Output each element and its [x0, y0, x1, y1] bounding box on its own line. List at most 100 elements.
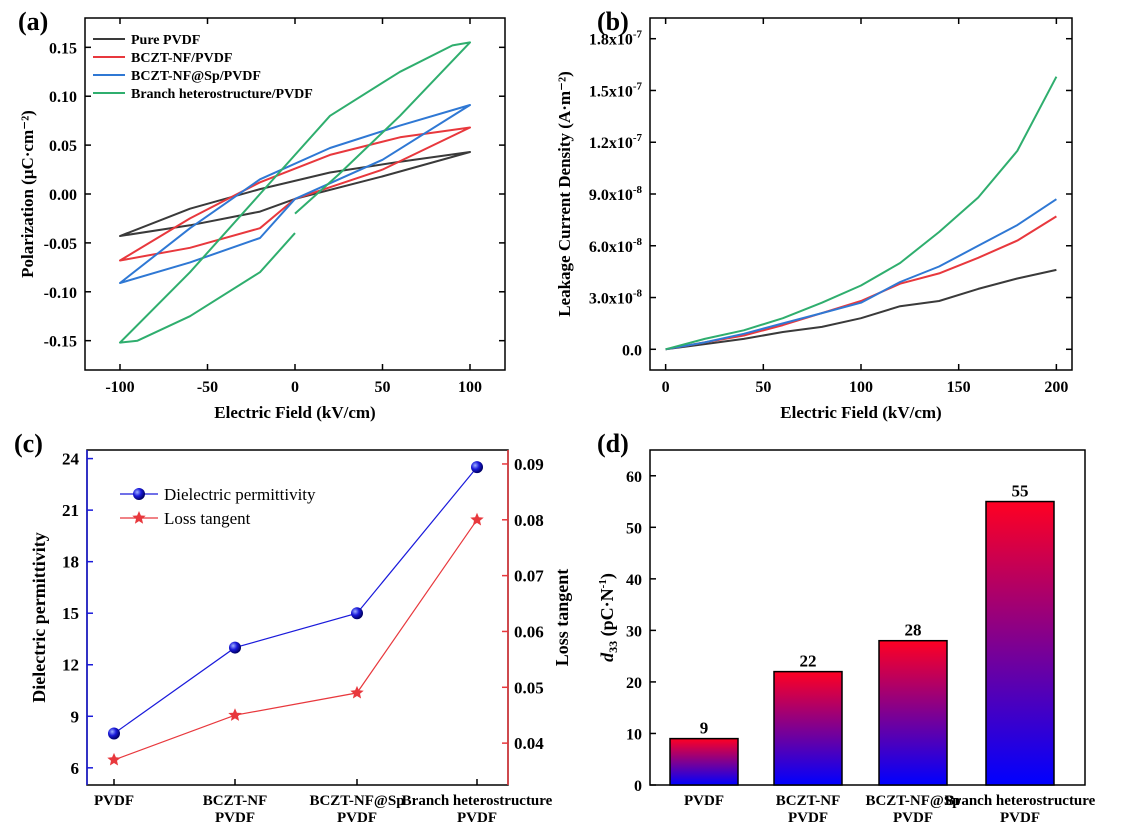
- plot-frame: [649, 449, 1086, 786]
- series-line-3: [665, 76, 1058, 351]
- bar-value-label: 28: [905, 621, 922, 640]
- y-axis-label: Leakage Current Density (A·m⁻²): [555, 71, 574, 317]
- y-tick-label: 3.0x10-8: [589, 288, 643, 308]
- x-tick-label: BCZT-NF: [776, 793, 840, 809]
- panel-c-label: (c): [14, 429, 43, 458]
- y-tick-label: 0.05: [49, 138, 77, 155]
- left-y-tick-label: 18: [62, 553, 79, 572]
- bar: [669, 737, 739, 786]
- legend-label: BCZT-NF/PVDF: [131, 51, 232, 66]
- panel-b-label: (b): [597, 7, 629, 36]
- x-tick-label: 150: [947, 379, 971, 396]
- dielectric-point: [351, 607, 363, 620]
- legend-label: Pure PVDF: [131, 33, 200, 48]
- panel-d-label: (d): [597, 429, 629, 458]
- x-tick-label: 100: [849, 379, 873, 396]
- x-tick-label: PVDF: [337, 810, 377, 826]
- x-tick-label: PVDF: [893, 810, 933, 826]
- bar: [773, 670, 843, 786]
- y-tick-label: 0.15: [49, 40, 77, 57]
- x-axis-label: Electric Field (kV/cm): [214, 403, 375, 422]
- left-y-tick-label: 21: [62, 501, 79, 520]
- y-tick-label: 0.10: [49, 89, 77, 106]
- right-y-tick-label: 0.05: [514, 678, 544, 697]
- x-tick-label: PVDF: [1000, 810, 1040, 826]
- x-tick-label: 200: [1044, 379, 1068, 396]
- left-y-axis-label: Dielectric permittivity: [29, 532, 49, 702]
- x-tick-label: PVDF: [94, 793, 134, 809]
- y-tick-label: 0: [634, 778, 642, 795]
- x-tick-label: -100: [105, 379, 134, 396]
- y-tick-label: 30: [626, 623, 642, 640]
- legend-label: Dielectric permittivity: [164, 485, 316, 504]
- panel-d-d33-bars: 01020304050609PVDF22BCZT-NFPVDF28BCZT-NF…: [597, 449, 1096, 826]
- right-y-tick-label: 0.04: [514, 734, 544, 753]
- left-y-tick-label: 6: [71, 759, 80, 778]
- loss-point: [470, 512, 484, 526]
- y-tick-label: 1.8x10-7: [589, 29, 643, 49]
- panel-a-pe-loops: -100 -50 0 50 100 -0.15 -0.10 -0.05 0.00 0.05 0.10…: [18, 17, 506, 422]
- x-tick-label: PVDF: [788, 810, 828, 826]
- y-tick-label: 20: [626, 675, 642, 692]
- y-tick-label: -0.15: [44, 334, 77, 351]
- right-y-tick-label: 0.09: [514, 455, 544, 474]
- dielectric-point: [229, 641, 241, 654]
- y-axis-label: d33 (pC·N-1): [597, 573, 620, 662]
- x-tick-label: 0: [662, 379, 670, 396]
- y-tick-label: -0.05: [44, 236, 77, 253]
- x-tick-label: 0: [291, 379, 299, 396]
- y-tick-label: 1.5x10-7: [589, 80, 643, 100]
- x-tick-label: BCZT-NF: [203, 793, 267, 809]
- y-tick-label: 1.2x10-7: [589, 132, 643, 152]
- panel-c-dielectric: 6 9 12 15 18 21 24 0.04 0.05 0.06 0.07 0.08 0.09 PVDF…: [29, 449, 572, 826]
- series-line-loss: [113, 519, 478, 761]
- x-tick-label: -50: [197, 379, 218, 396]
- panel-b-leakage-current: 0 50 100 150 200 0.0 3.0x10-8 6.0x10-8 9.0x10-8 1…: [555, 17, 1073, 422]
- y-tick-label: 0.0: [622, 342, 642, 359]
- x-tick-label: BCZT-NF@Sp: [309, 793, 404, 809]
- right-y-axis-label: Loss tangent: [552, 569, 572, 667]
- bar: [985, 500, 1055, 786]
- x-tick-label: Branch heterostructure: [945, 793, 1096, 809]
- right-y-tick-label: 0.08: [514, 511, 544, 530]
- x-tick-label: 50: [755, 379, 771, 396]
- legend-label: Branch heterostructure/PVDF: [131, 87, 313, 102]
- x-tick-label: 50: [375, 379, 391, 396]
- bar: [878, 639, 948, 786]
- left-y-tick-label: 12: [62, 656, 79, 675]
- left-y-tick-label: 9: [71, 707, 80, 726]
- x-axis-label: Electric Field (kV/cm): [780, 403, 941, 422]
- y-tick-label: 40: [626, 572, 642, 589]
- series-line-2: [119, 104, 471, 284]
- series-line-2: [665, 198, 1057, 351]
- legend-marker-star: [132, 511, 146, 524]
- series-line-0: [119, 151, 471, 237]
- x-tick-label: Branch heterostructure: [402, 793, 553, 809]
- series-line-3: [119, 41, 471, 344]
- legend-marker-sphere: [133, 488, 145, 500]
- y-axis-label: Polarization (μC·cm⁻²): [18, 110, 37, 278]
- bar-value-label: 9: [700, 719, 709, 738]
- legend-label: BCZT-NF@Sp/PVDF: [131, 69, 261, 84]
- left-y-tick-label: 24: [62, 450, 80, 469]
- right-y-tick-label: 0.06: [514, 622, 544, 641]
- y-tick-label: 6.0x10-8: [589, 236, 643, 256]
- y-tick-label: 50: [626, 520, 642, 537]
- left-y-tick-label: 15: [62, 604, 79, 623]
- series-line-0: [665, 268, 1057, 351]
- legend-label: Loss tangent: [164, 509, 251, 528]
- y-tick-label: 10: [626, 726, 642, 743]
- x-tick-label: PVDF: [215, 810, 255, 826]
- panel-a-label: (a): [18, 7, 48, 36]
- y-tick-label: -0.10: [44, 285, 77, 302]
- x-tick-label: PVDF: [457, 810, 497, 826]
- loss-point: [107, 752, 121, 766]
- x-tick-label: BCZT-NF@Sp: [865, 793, 960, 809]
- loss-point: [350, 685, 364, 699]
- y-tick-label: 60: [626, 469, 642, 486]
- x-tick-label: PVDF: [684, 793, 724, 809]
- series-line-1: [119, 126, 471, 262]
- loss-point: [228, 708, 242, 721]
- series-line-1: [665, 215, 1057, 351]
